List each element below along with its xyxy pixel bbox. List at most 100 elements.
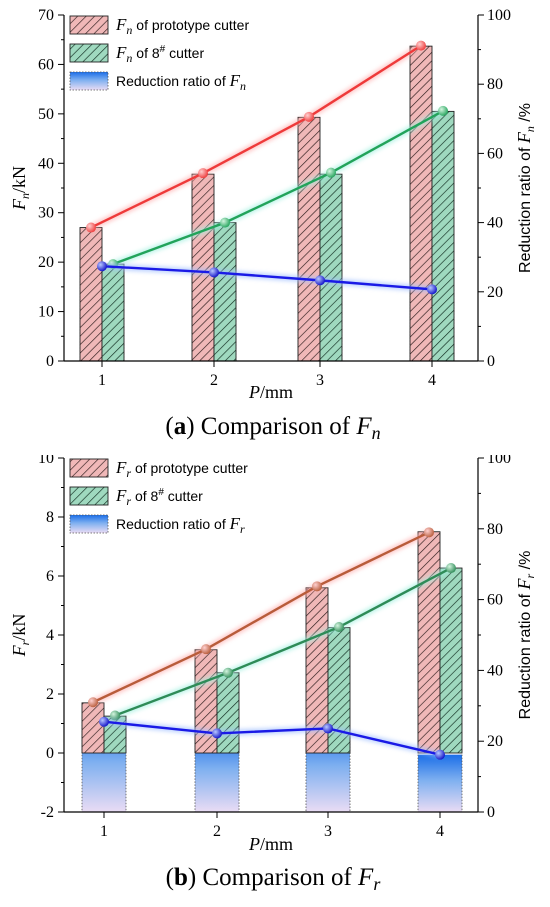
y-tick-label: 4 <box>46 627 54 644</box>
y2-tick-label: 100 <box>487 7 511 24</box>
y2-axis-label: Reduction ratio of Fr /% <box>514 551 537 720</box>
x-tick-label: 1 <box>98 372 106 389</box>
y-tick-label: 2 <box>46 686 54 703</box>
y2-tick-label: 0 <box>487 353 495 370</box>
bar-8-cutter <box>319 173 343 362</box>
y-tick-label: 10 <box>38 455 54 467</box>
legend-label: Fn of 8# cutter <box>115 43 204 65</box>
line-8-cutter <box>112 109 444 266</box>
y2-tick-label: 80 <box>487 76 503 93</box>
line-reduction-ratio-point <box>209 267 219 278</box>
legend-swatch <box>70 515 108 533</box>
line-prototype-cutter-point <box>198 168 208 179</box>
y-tick-label: 50 <box>38 106 54 123</box>
y2-tick-label: 20 <box>487 284 503 301</box>
x-axis-label: P/mm <box>248 834 293 854</box>
y-tick-label: 70 <box>38 7 54 24</box>
line-prototype-cutter <box>90 44 422 229</box>
line-prototype-cutter-point <box>88 697 98 708</box>
y2-tick-label: 0 <box>487 804 495 821</box>
bar-prototype-cutter <box>79 227 103 362</box>
y-tick-label: 20 <box>38 254 54 271</box>
legend-swatch <box>69 15 109 35</box>
line-reduction-ratio-point <box>315 275 325 286</box>
y2-tick-label: 80 <box>487 521 503 538</box>
line-reduction-ratio-point <box>212 728 222 739</box>
line-reduction-ratio-point <box>427 284 437 295</box>
bar-prototype-cutter <box>409 45 433 362</box>
x-axis-label: P/mm <box>248 382 293 402</box>
line-8-cutter-point <box>326 167 336 178</box>
line-prototype-cutter-point <box>424 527 434 538</box>
legend-swatch-border <box>69 514 109 534</box>
y2-tick-label: 60 <box>487 145 503 162</box>
y-axis-label: Fn/kN <box>9 166 32 211</box>
bar-prototype-cutter <box>81 702 105 754</box>
line-prototype-cutter-point <box>312 581 322 592</box>
line-8-cutter-point <box>438 105 448 116</box>
legend-label: Reduction ratio of Fr <box>116 514 245 536</box>
line-reduction-ratio <box>103 720 441 756</box>
line-prototype-cutter-point <box>416 40 426 51</box>
y-tick-label: 40 <box>38 155 54 172</box>
y2-tick-label: 20 <box>487 733 503 750</box>
y2-tick-label: 60 <box>487 592 503 609</box>
x-tick-label: 3 <box>324 823 332 840</box>
x-tick-label: 1 <box>100 823 108 840</box>
bar-prototype-cutter <box>194 649 218 754</box>
bar-8-cutter <box>439 567 463 754</box>
legend-swatch <box>69 43 109 63</box>
y-tick-label: 60 <box>38 56 54 73</box>
y-tick-label: 0 <box>46 353 54 370</box>
line-8-cutter-point <box>110 710 120 721</box>
line-prototype-cutter-point <box>304 111 314 122</box>
bar-8-cutter <box>216 672 240 754</box>
chart-fn-comparison: 0 10 20 30 40 50 60 70 0 20 40 60 80 100 1 2 3 4 P/mm Fn/kN… <box>9 7 537 443</box>
line-reduction-ratio-point <box>323 723 333 734</box>
y-tick-label: 8 <box>46 509 54 526</box>
legend-swatch <box>70 72 108 90</box>
bar-prototype-cutter <box>297 116 321 362</box>
bar-prototype-cutter <box>191 173 215 362</box>
x-tick-label: 2 <box>213 823 221 840</box>
legend-label: Fr of prototype cutter <box>115 458 248 480</box>
y2-tick-label: 40 <box>487 662 503 679</box>
line-prototype-cutter-point <box>201 644 211 655</box>
bar-8-cutter <box>101 263 125 362</box>
line-8-cutter-point <box>223 667 233 678</box>
line-reduction-ratio-point <box>97 261 107 272</box>
line-prototype-cutter-point <box>86 222 96 233</box>
y-tick-label: 10 <box>38 304 54 321</box>
y-tick-label: 6 <box>46 568 54 585</box>
x-tick-label: 2 <box>210 372 218 389</box>
y2-tick-label: 40 <box>487 215 503 232</box>
x-tick-label: 3 <box>316 372 324 389</box>
line-reduction-ratio <box>101 264 433 291</box>
y-tick-label: -2 <box>41 804 54 821</box>
figure-caption: (a) Comparison of Fn <box>165 413 380 443</box>
y-axis-label: Fr/kN <box>9 614 32 658</box>
line-8-cutter-point <box>334 622 344 633</box>
bar-prototype-cutter <box>417 531 441 754</box>
legend-label: Fn of prototype cutter <box>115 15 249 37</box>
legend-label: Reduction ratio of Fn <box>116 71 246 93</box>
line-8-cutter <box>114 566 452 717</box>
y2-tick-label: 100 <box>487 455 511 467</box>
legend-label: Fr of 8# cutter <box>115 486 203 508</box>
y-tick-label: 0 <box>46 745 54 762</box>
y2-axis-label: Reduction ratio of Fn /% <box>514 103 537 273</box>
bar-8-cutter <box>431 110 455 362</box>
legend-swatch <box>69 458 109 478</box>
line-prototype-cutter <box>92 531 430 704</box>
bar-8-cutter <box>213 222 237 362</box>
line-reduction-ratio-point <box>99 716 109 727</box>
line-reduction-ratio-point <box>435 749 445 760</box>
line-8-cutter-glow <box>113 565 453 719</box>
legend-swatch-border <box>69 71 109 91</box>
line-8-cutter-point <box>446 563 456 574</box>
line-8-cutter-point <box>220 217 230 228</box>
x-tick-label: 4 <box>436 823 444 840</box>
legend-swatch <box>69 486 109 506</box>
figure-caption: (b) Comparison of Fr <box>166 864 382 894</box>
